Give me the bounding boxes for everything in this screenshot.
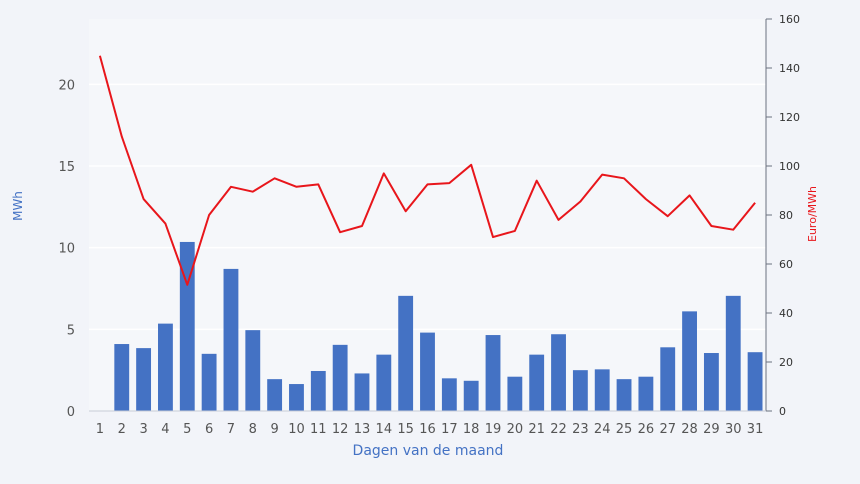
left-y-tick-label: 5: [67, 323, 75, 338]
x-axis-label: Dagen van de maand: [353, 443, 504, 459]
bar: [616, 379, 632, 411]
price-line: [98, 55, 756, 286]
right-y-tick-label: 140: [779, 62, 800, 75]
x-tick-label: 21: [528, 422, 545, 437]
line-series: [98, 55, 756, 286]
x-tick-label: 10: [288, 422, 305, 437]
x-tick-label: 16: [419, 422, 436, 437]
x-tick-label: 25: [616, 422, 633, 437]
gridlines: [89, 83, 766, 331]
bar: [114, 344, 130, 411]
bar: [682, 311, 697, 411]
bar: [485, 335, 501, 411]
bar: [420, 332, 435, 411]
left-y-axis-label: MWh: [11, 191, 25, 221]
x-tick-label: 18: [463, 422, 480, 437]
right-y-tick-label: 160: [779, 13, 800, 26]
x-tick-label: 28: [681, 422, 698, 437]
right-y-tick-label: 60: [779, 258, 793, 271]
x-tick-label: 27: [659, 422, 676, 437]
x-tick-label: 1: [96, 422, 104, 437]
bar: [703, 353, 719, 411]
x-tick-label: 23: [572, 422, 589, 437]
bar: [507, 376, 523, 411]
x-tick-labels: 1 2 3 4 5 6 7 8 9 10 11 12 13 14 15 16 17 18 19 20 21 22 23 24 2…: [96, 422, 764, 437]
x-tick-label: 29: [703, 422, 720, 437]
bar: [267, 379, 283, 411]
x-tick-label: 31: [747, 422, 764, 437]
bar: [551, 334, 566, 411]
bar: [136, 348, 152, 411]
left-y-tick-label: 15: [58, 160, 75, 175]
right-y-tick-label: 80: [779, 209, 793, 222]
bar: [463, 380, 479, 411]
bar: [201, 353, 217, 411]
right-y-axis-label: Euro/MWh: [806, 186, 819, 242]
x-tick-label: 3: [139, 422, 147, 437]
bar: [223, 268, 239, 411]
right-y-tick-label: 0: [779, 405, 786, 418]
right-y-tick-labels: 0 20 40 60 80 100 120 140 160: [766, 13, 800, 418]
x-tick-label: 5: [183, 422, 191, 437]
bar: [660, 347, 676, 411]
right-y-tick-label: 40: [779, 307, 793, 320]
x-tick-label: 6: [205, 422, 213, 437]
x-tick-label: 14: [376, 422, 393, 437]
x-tick-label: 7: [227, 422, 235, 437]
x-tick-label: 20: [507, 422, 524, 437]
bar: [310, 370, 326, 411]
right-y-tick-label: 100: [779, 160, 800, 173]
x-tick-label: 24: [594, 422, 611, 437]
left-y-tick-labels: 0 5 10 15 20: [58, 78, 75, 420]
bar: [376, 354, 392, 411]
x-tick-label: 8: [249, 422, 257, 437]
x-tick-label: 13: [354, 422, 371, 437]
bar: [725, 295, 741, 411]
bar: [289, 384, 304, 411]
x-tick-label: 15: [397, 422, 414, 437]
x-tick-label: 17: [441, 422, 458, 437]
bar: [354, 373, 370, 411]
left-y-tick-label: 10: [58, 242, 75, 257]
bar: [441, 378, 457, 411]
bar: [594, 369, 610, 411]
bar: [529, 354, 545, 411]
x-tick-label: 11: [310, 422, 327, 437]
bar: [572, 370, 588, 411]
x-tick-label: 26: [638, 422, 655, 437]
bar: [638, 376, 654, 411]
bar: [179, 241, 195, 411]
x-tick-label: 4: [161, 422, 169, 437]
bar: [245, 330, 261, 411]
right-y-tick-label: 20: [779, 356, 793, 369]
bar-series: [114, 241, 763, 411]
bar: [332, 344, 348, 411]
x-tick-label: 2: [118, 422, 126, 437]
x-tick-label: 12: [332, 422, 349, 437]
bar: [747, 352, 763, 411]
left-y-tick-label: 0: [67, 405, 75, 420]
x-tick-label: 30: [725, 422, 742, 437]
x-tick-label: 9: [270, 422, 278, 437]
right-y-tick-label: 120: [779, 111, 800, 124]
x-tick-label: 19: [485, 422, 502, 437]
bar: [158, 323, 173, 411]
x-tick-label: 22: [550, 422, 567, 437]
bar: [398, 295, 414, 411]
left-y-tick-label: 20: [58, 78, 75, 93]
